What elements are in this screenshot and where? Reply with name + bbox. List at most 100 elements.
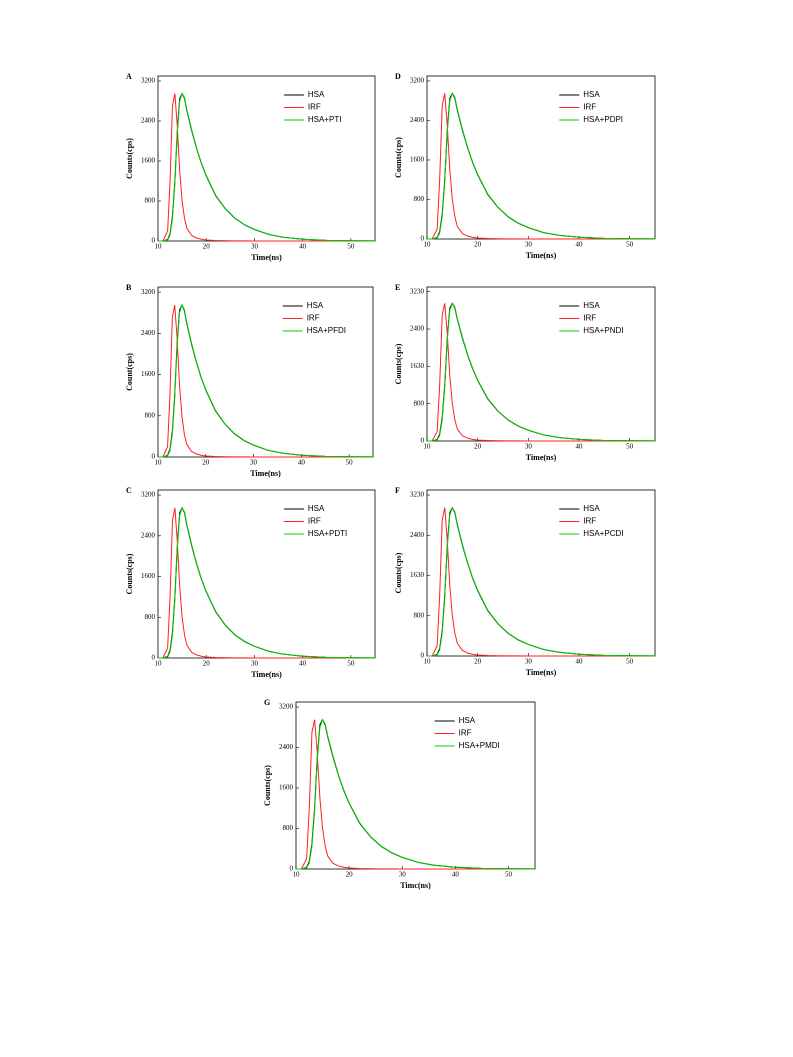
series-line xyxy=(427,302,656,442)
x-tick-label: 20 xyxy=(203,660,211,668)
x-tick-label: 10 xyxy=(155,243,163,251)
y-tick-label: 2400 xyxy=(141,531,156,539)
legend-label: HSA xyxy=(307,301,324,310)
series-line xyxy=(158,303,374,458)
legend-label: IRF xyxy=(308,517,321,526)
legend-label: HSA+PTI xyxy=(308,115,342,124)
y-tick-label: 3200 xyxy=(410,77,425,85)
x-tick-label: 20 xyxy=(474,443,482,451)
y-tick-label: 0 xyxy=(152,654,156,662)
x-axis-label: Timc(ns) xyxy=(400,881,431,890)
y-tick-label: 0 xyxy=(152,453,156,461)
y-tick-label: 1600 xyxy=(141,370,156,378)
x-tick-label: 50 xyxy=(505,871,513,879)
x-axis-label: Time(ns) xyxy=(250,469,281,478)
panel-label: C xyxy=(126,486,132,495)
x-axis-label: Time(ns) xyxy=(251,253,282,262)
x-tick-label: 10 xyxy=(424,443,432,451)
y-tick-label: 2400 xyxy=(410,325,425,333)
legend-label: HSA xyxy=(308,504,325,513)
y-tick-label: 1630 xyxy=(410,571,425,579)
legend-label: IRF xyxy=(583,103,596,112)
x-tick-label: 50 xyxy=(347,243,355,251)
x-tick-label: 10 xyxy=(155,459,163,467)
y-tick-label: 800 xyxy=(145,197,156,205)
x-tick-label: 30 xyxy=(525,658,533,666)
plot-frame xyxy=(295,701,536,870)
series-line xyxy=(427,92,656,240)
x-tick-label: 20 xyxy=(203,243,211,251)
series-line xyxy=(158,93,375,242)
y-tick-label: 800 xyxy=(145,613,156,621)
legend-label: IRF xyxy=(459,729,472,738)
legend-label: HSA+PNDI xyxy=(583,326,623,335)
plot-frame xyxy=(157,75,376,242)
x-tick-label: 10 xyxy=(155,660,163,668)
x-tick-label: 20 xyxy=(202,459,210,467)
y-axis-label: Counts(cps) xyxy=(394,137,403,178)
series-line xyxy=(158,507,375,659)
x-tick-label: 50 xyxy=(626,241,634,249)
plot-frame xyxy=(426,489,656,657)
legend-label: HSA+PCDI xyxy=(583,529,623,538)
x-tick-label: 30 xyxy=(251,660,259,668)
y-tick-label: 800 xyxy=(283,824,294,832)
x-tick-label: 20 xyxy=(474,658,482,666)
legend-label: IRF xyxy=(307,314,320,323)
series-line xyxy=(158,506,376,659)
x-tick-label: 40 xyxy=(298,459,306,467)
y-tick-label: 0 xyxy=(421,437,425,445)
x-tick-label: 30 xyxy=(250,459,258,467)
series-line xyxy=(427,93,655,240)
x-tick-label: 30 xyxy=(399,871,407,879)
legend-label: HSA+PFDI xyxy=(307,326,346,335)
x-tick-label: 20 xyxy=(474,241,482,249)
panel-label: A xyxy=(126,72,132,81)
y-tick-label: 3200 xyxy=(141,77,156,85)
y-tick-label: 800 xyxy=(145,411,156,419)
series-line xyxy=(296,718,536,870)
panel-label: B xyxy=(126,283,132,292)
legend-label: IRF xyxy=(308,103,321,112)
series-line xyxy=(427,507,655,657)
y-tick-label: 1600 xyxy=(141,157,156,165)
x-tick-label: 40 xyxy=(576,241,584,249)
x-axis-label: Time(ns) xyxy=(526,668,557,677)
plot-frame xyxy=(426,286,656,442)
y-tick-label: 0 xyxy=(152,237,156,245)
x-tick-label: 50 xyxy=(626,443,634,451)
y-tick-label: 2400 xyxy=(279,743,294,751)
x-tick-label: 50 xyxy=(346,459,354,467)
x-tick-label: 10 xyxy=(293,871,301,879)
plot-frame xyxy=(157,489,376,659)
y-axis-label: Count(cps) xyxy=(125,353,134,391)
y-tick-label: 3230 xyxy=(410,491,425,499)
x-tick-label: 40 xyxy=(299,243,307,251)
y-tick-label: 2400 xyxy=(141,117,156,125)
x-tick-label: 40 xyxy=(299,660,307,668)
x-tick-label: 30 xyxy=(251,243,259,251)
y-tick-label: 800 xyxy=(414,195,425,203)
x-tick-label: 40 xyxy=(452,871,460,879)
series-line xyxy=(427,506,656,657)
panel-label: G xyxy=(264,698,270,707)
y-axis-label: Counts(cps) xyxy=(125,138,134,179)
y-tick-label: 0 xyxy=(421,652,425,660)
x-tick-label: 40 xyxy=(576,443,584,451)
legend-label: HSA xyxy=(308,90,325,99)
legend-label: IRF xyxy=(583,314,596,323)
plot-frame xyxy=(157,286,374,458)
x-tick-label: 50 xyxy=(347,660,355,668)
series-line xyxy=(296,719,535,870)
legend-label: HSA xyxy=(583,301,600,310)
y-tick-label: 3200 xyxy=(141,288,156,296)
y-tick-label: 1600 xyxy=(141,572,156,580)
x-axis-label: Time(ns) xyxy=(526,251,557,260)
series-line xyxy=(427,302,656,442)
legend-label: HSA xyxy=(459,716,476,725)
x-tick-label: 20 xyxy=(346,871,354,879)
panel-label: F xyxy=(395,486,400,495)
x-tick-label: 10 xyxy=(424,658,432,666)
y-axis-label: Counts(cps) xyxy=(263,765,272,806)
